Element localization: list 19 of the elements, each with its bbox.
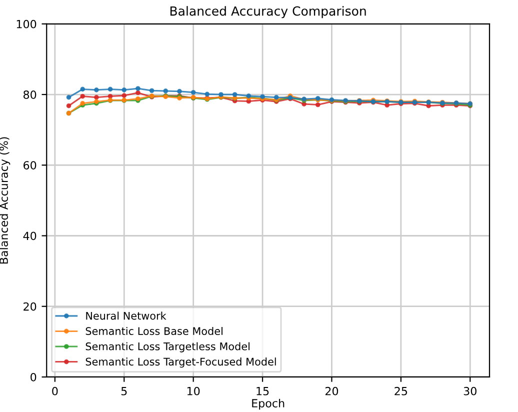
x-tick-label: 10 bbox=[187, 386, 200, 396]
y-tick-label: 100 bbox=[16, 20, 36, 28]
y-tick-label: 80 bbox=[24, 90, 36, 99]
x-tick-label: 30 bbox=[464, 386, 476, 396]
legend-label: Semantic Loss Targetless Model bbox=[86, 342, 250, 352]
legend-label: Neural Network bbox=[86, 312, 166, 320]
y-tick-label: 60 bbox=[24, 161, 36, 170]
chart-title: Balanced Accuracy Comparison bbox=[170, 6, 366, 18]
legend-label: Semantic Loss Target-Focused Model bbox=[86, 358, 276, 368]
x-tick-label: 0 bbox=[52, 386, 58, 396]
x-tick-label: 20 bbox=[325, 386, 338, 396]
x-tick-label: 25 bbox=[394, 386, 408, 396]
y-tick-label: 0 bbox=[30, 372, 36, 382]
legend-label: Semantic Loss Base Model bbox=[86, 326, 222, 336]
y-tick-label: 40 bbox=[23, 232, 36, 240]
y-tick-label: 20 bbox=[24, 302, 36, 311]
x-tick-label: 15 bbox=[256, 387, 269, 396]
x-tick-label: 5 bbox=[121, 387, 127, 396]
x-axis-title: Epoch bbox=[252, 398, 284, 410]
